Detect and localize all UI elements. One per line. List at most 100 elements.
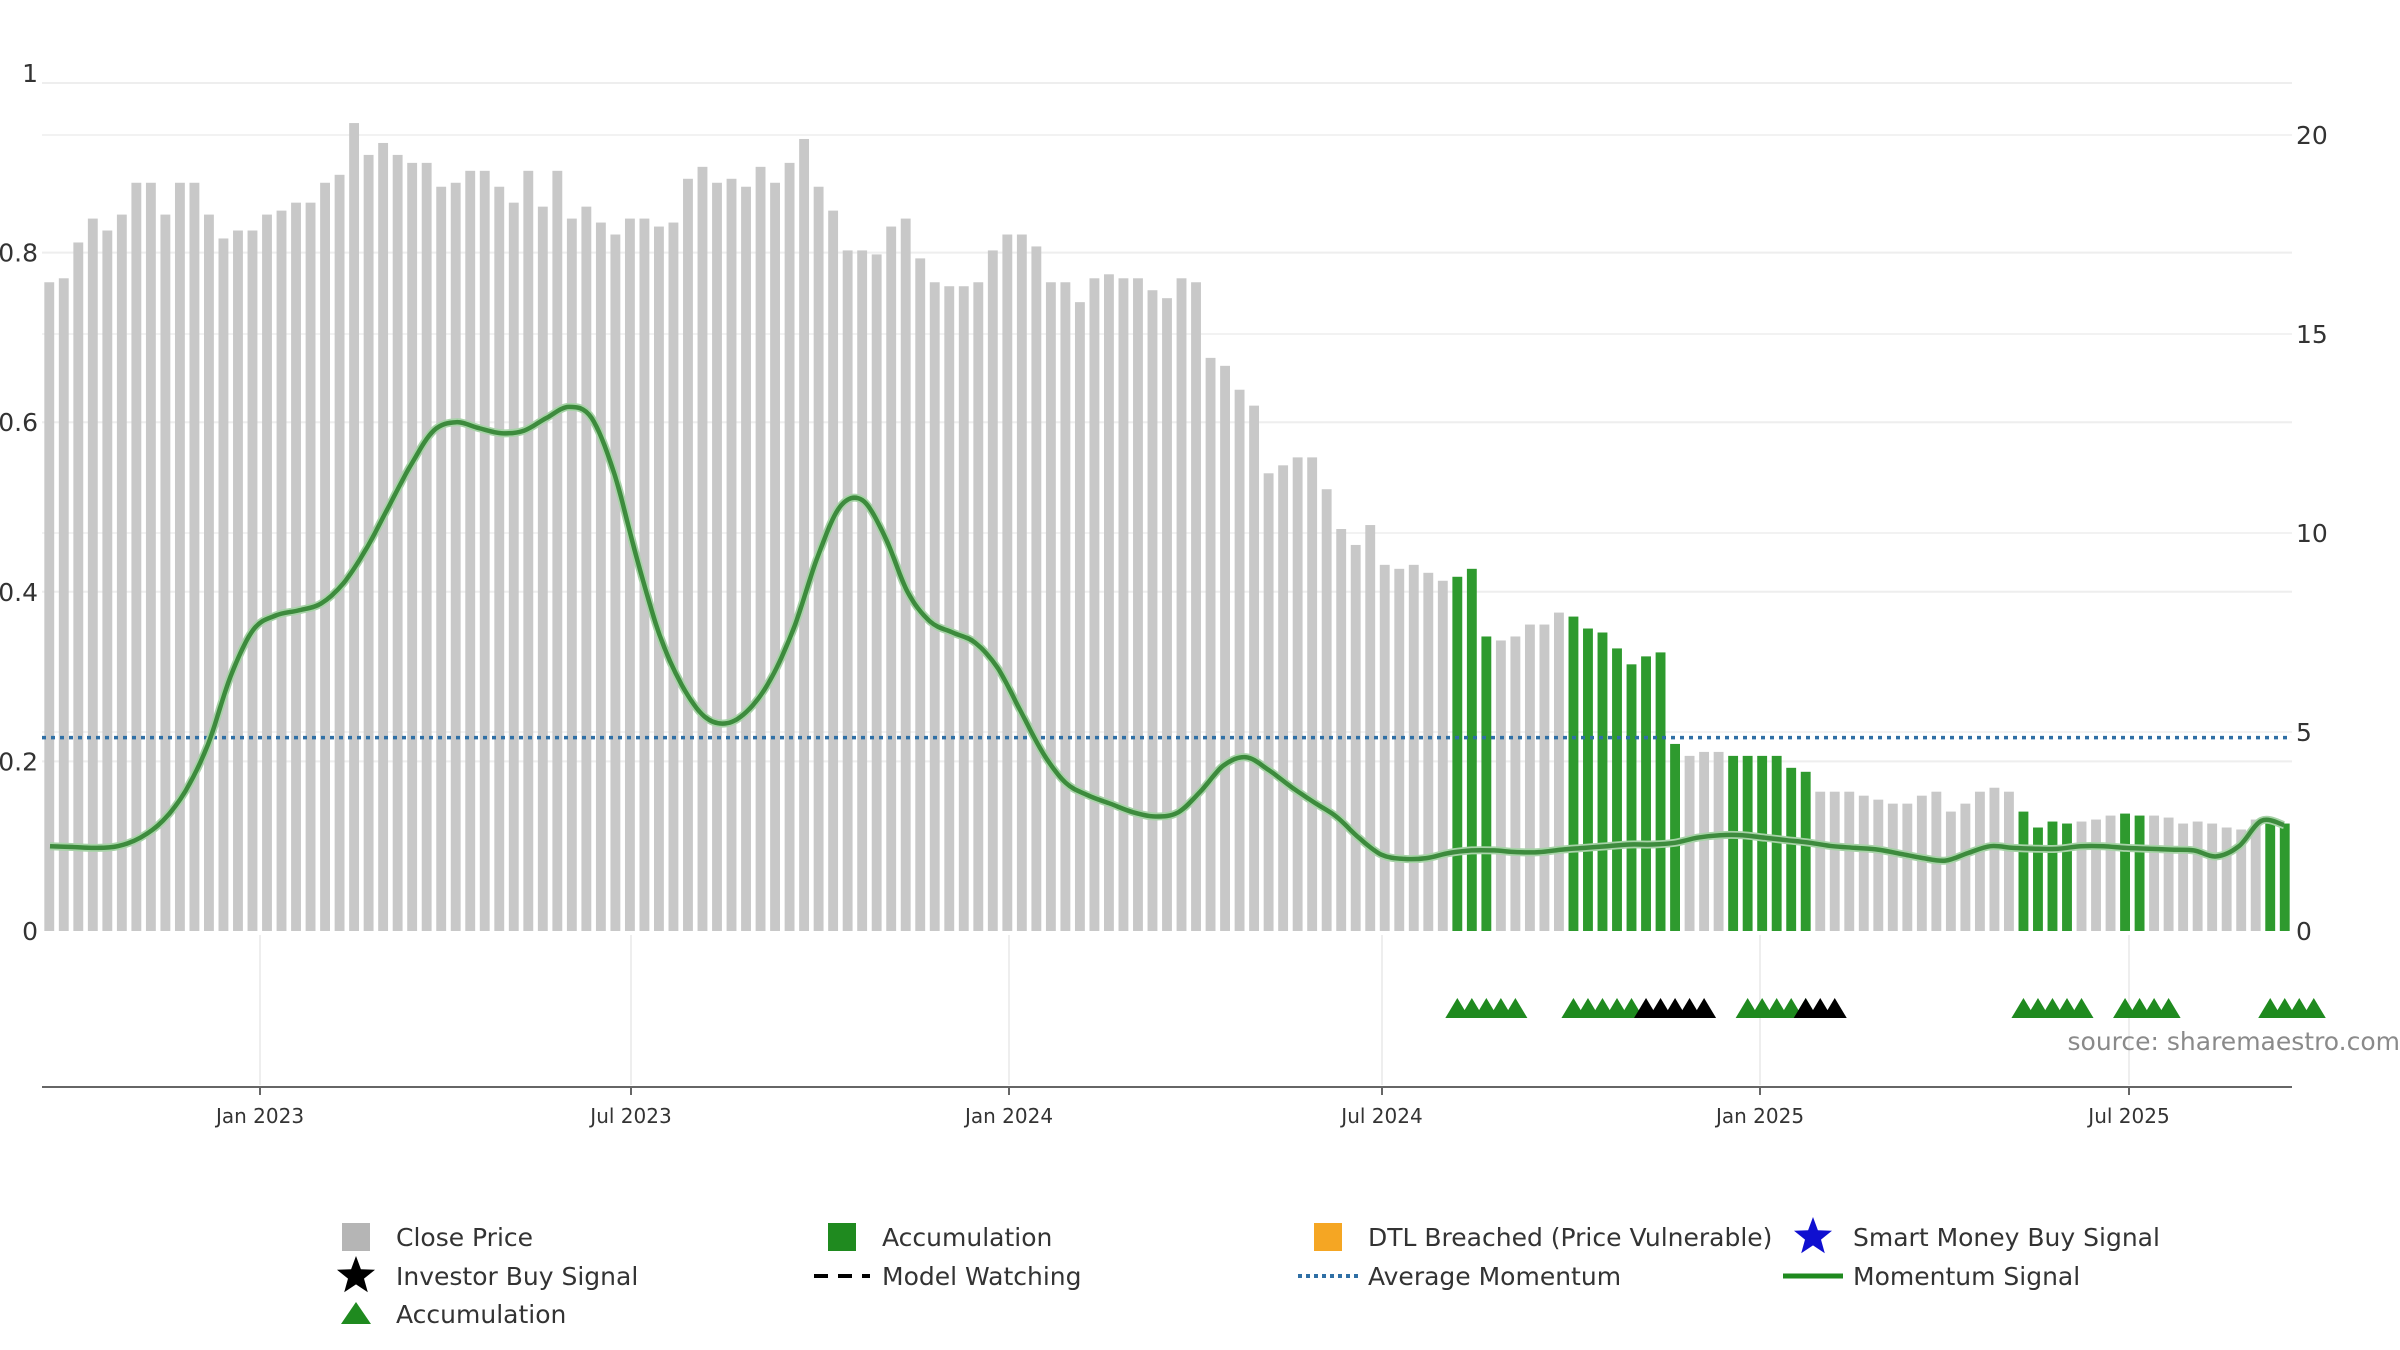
legend-label: Accumulation: [396, 1300, 566, 1329]
legend-item: Close Price: [342, 1223, 533, 1252]
legend-label: Average Momentum: [1368, 1262, 1621, 1291]
close-price-bar: [668, 222, 679, 931]
close-price-bar: [770, 182, 780, 931]
close-price-bar: [1249, 405, 1260, 931]
close-price-bar: [987, 250, 998, 932]
close-price-bar: [973, 282, 984, 931]
close-price-bar: [900, 218, 911, 931]
left-axis: 0 0.2 0.4 0.6 0.8 1: [0, 59, 38, 946]
close-price-bar: [204, 214, 214, 932]
legend-label: Close Price: [396, 1223, 533, 1252]
close-price-bar: [1350, 544, 1361, 931]
accumulation-bar: [1641, 656, 1651, 931]
close-price-bar: [828, 210, 839, 931]
x-tick-label: Jul 2023: [588, 1104, 671, 1128]
accumulation-bar: [2134, 815, 2145, 931]
close-price-bar: [189, 182, 200, 931]
accumulation-bar: [1597, 632, 1608, 931]
close-price-bar: [1292, 457, 1303, 931]
close-price-bar: [799, 138, 810, 932]
close-price-bar: [871, 254, 882, 931]
close-price-bar: [1495, 640, 1506, 931]
close-price-bar: [1336, 529, 1347, 931]
investor-buy-marker: [1692, 998, 1717, 1018]
close-price-bar: [378, 142, 389, 931]
close-price-bar: [624, 218, 635, 931]
close-price-bar: [595, 222, 606, 931]
left-tick-label: 0: [22, 917, 38, 946]
accumulation-bar: [2033, 827, 2043, 931]
close-price-bar: [1887, 803, 1898, 931]
close-price-bar: [726, 178, 737, 931]
close-price-bar: [842, 250, 853, 932]
close-price-bar: [1147, 290, 1158, 932]
close-price-bar: [436, 186, 447, 932]
close-price-bar: [1510, 636, 1521, 931]
accumulation-bar: [1757, 755, 1768, 931]
close-price-bar: [174, 182, 185, 931]
close-price-bar: [755, 166, 766, 932]
accumulation-bar: [1583, 628, 1593, 931]
close-price-bar: [2149, 815, 2160, 931]
close-price-bar: [392, 154, 403, 931]
close-price-bar: [494, 186, 505, 932]
close-price-bar: [1408, 564, 1419, 931]
close-price-bar: [1220, 365, 1230, 932]
accumulation-bar: [1452, 576, 1463, 931]
legend-star-icon: [337, 1256, 375, 1293]
legend-swatch: [342, 1223, 370, 1251]
legend-label: Investor Buy Signal: [396, 1262, 638, 1291]
close-price-bar: [1045, 282, 1056, 931]
close-price-bar: [87, 218, 98, 931]
close-price-bar: [407, 162, 418, 932]
close-price-bar: [1278, 465, 1289, 931]
legend-item: Model Watching: [814, 1262, 1082, 1291]
source-label: source: sharemaestro.com: [2068, 1027, 2400, 1056]
close-price-bar: [421, 162, 432, 932]
close-price-bar: [508, 202, 519, 931]
close-price-bar: [1829, 791, 1840, 931]
close-price-bar: [1205, 357, 1216, 931]
close-price-bar: [1554, 612, 1564, 931]
close-price-bar: [1945, 811, 1956, 931]
x-axis: Jan 2023 Jul 2023 Jan 2024 Jul 2024 Jan 2025…: [42, 1086, 2292, 1128]
legend-item: Smart Money Buy Signal: [1794, 1217, 2160, 1254]
accumulation-bar: [2279, 823, 2290, 931]
legend-swatch: [1314, 1223, 1342, 1251]
legend-star-icon: [1794, 1217, 1832, 1254]
close-price-bar: [1263, 473, 1274, 931]
close-price-bar: [116, 214, 127, 932]
close-price-bar: [944, 286, 955, 931]
accumulation-bar: [1800, 771, 1811, 931]
close-price-bar: [218, 238, 229, 932]
close-price-bar: [2221, 827, 2232, 931]
close-price-bar: [2163, 817, 2174, 931]
close-price-bar: [566, 218, 577, 931]
close-price-bar: [886, 226, 897, 932]
close-price-bar: [1176, 278, 1187, 931]
close-price-bar: [1713, 751, 1724, 931]
right-tick-label: 20: [2296, 121, 2328, 150]
legend-item: Average Momentum: [1298, 1262, 1621, 1291]
close-price-bar: [1916, 795, 1927, 931]
legend-label: Smart Money Buy Signal: [1853, 1223, 2160, 1252]
close-price-bar: [73, 242, 84, 931]
close-price-bar: [1815, 791, 1826, 931]
legend-item: DTL Breached (Price Vulnerable): [1314, 1223, 1772, 1252]
close-price-bar: [1016, 234, 1027, 931]
right-tick-label: 10: [2296, 519, 2328, 548]
close-price-bar: [320, 182, 330, 931]
close-price-bar: [1191, 282, 1201, 931]
close-price-bar: [1423, 572, 1434, 931]
close-price-bar: [2207, 823, 2218, 931]
close-price-bar: [44, 282, 55, 931]
close-price-bar: [654, 226, 664, 932]
accumulation-bar: [1481, 636, 1492, 931]
accumulation-marker: [2301, 998, 2326, 1018]
close-price-bar: [1989, 787, 2000, 931]
signal-markers: [1445, 998, 2326, 1018]
close-price-bar: [1539, 624, 1550, 931]
close-price-bar: [741, 186, 751, 932]
accumulation-bar: [2047, 821, 2058, 931]
left-tick-label: 0.2: [0, 747, 38, 776]
